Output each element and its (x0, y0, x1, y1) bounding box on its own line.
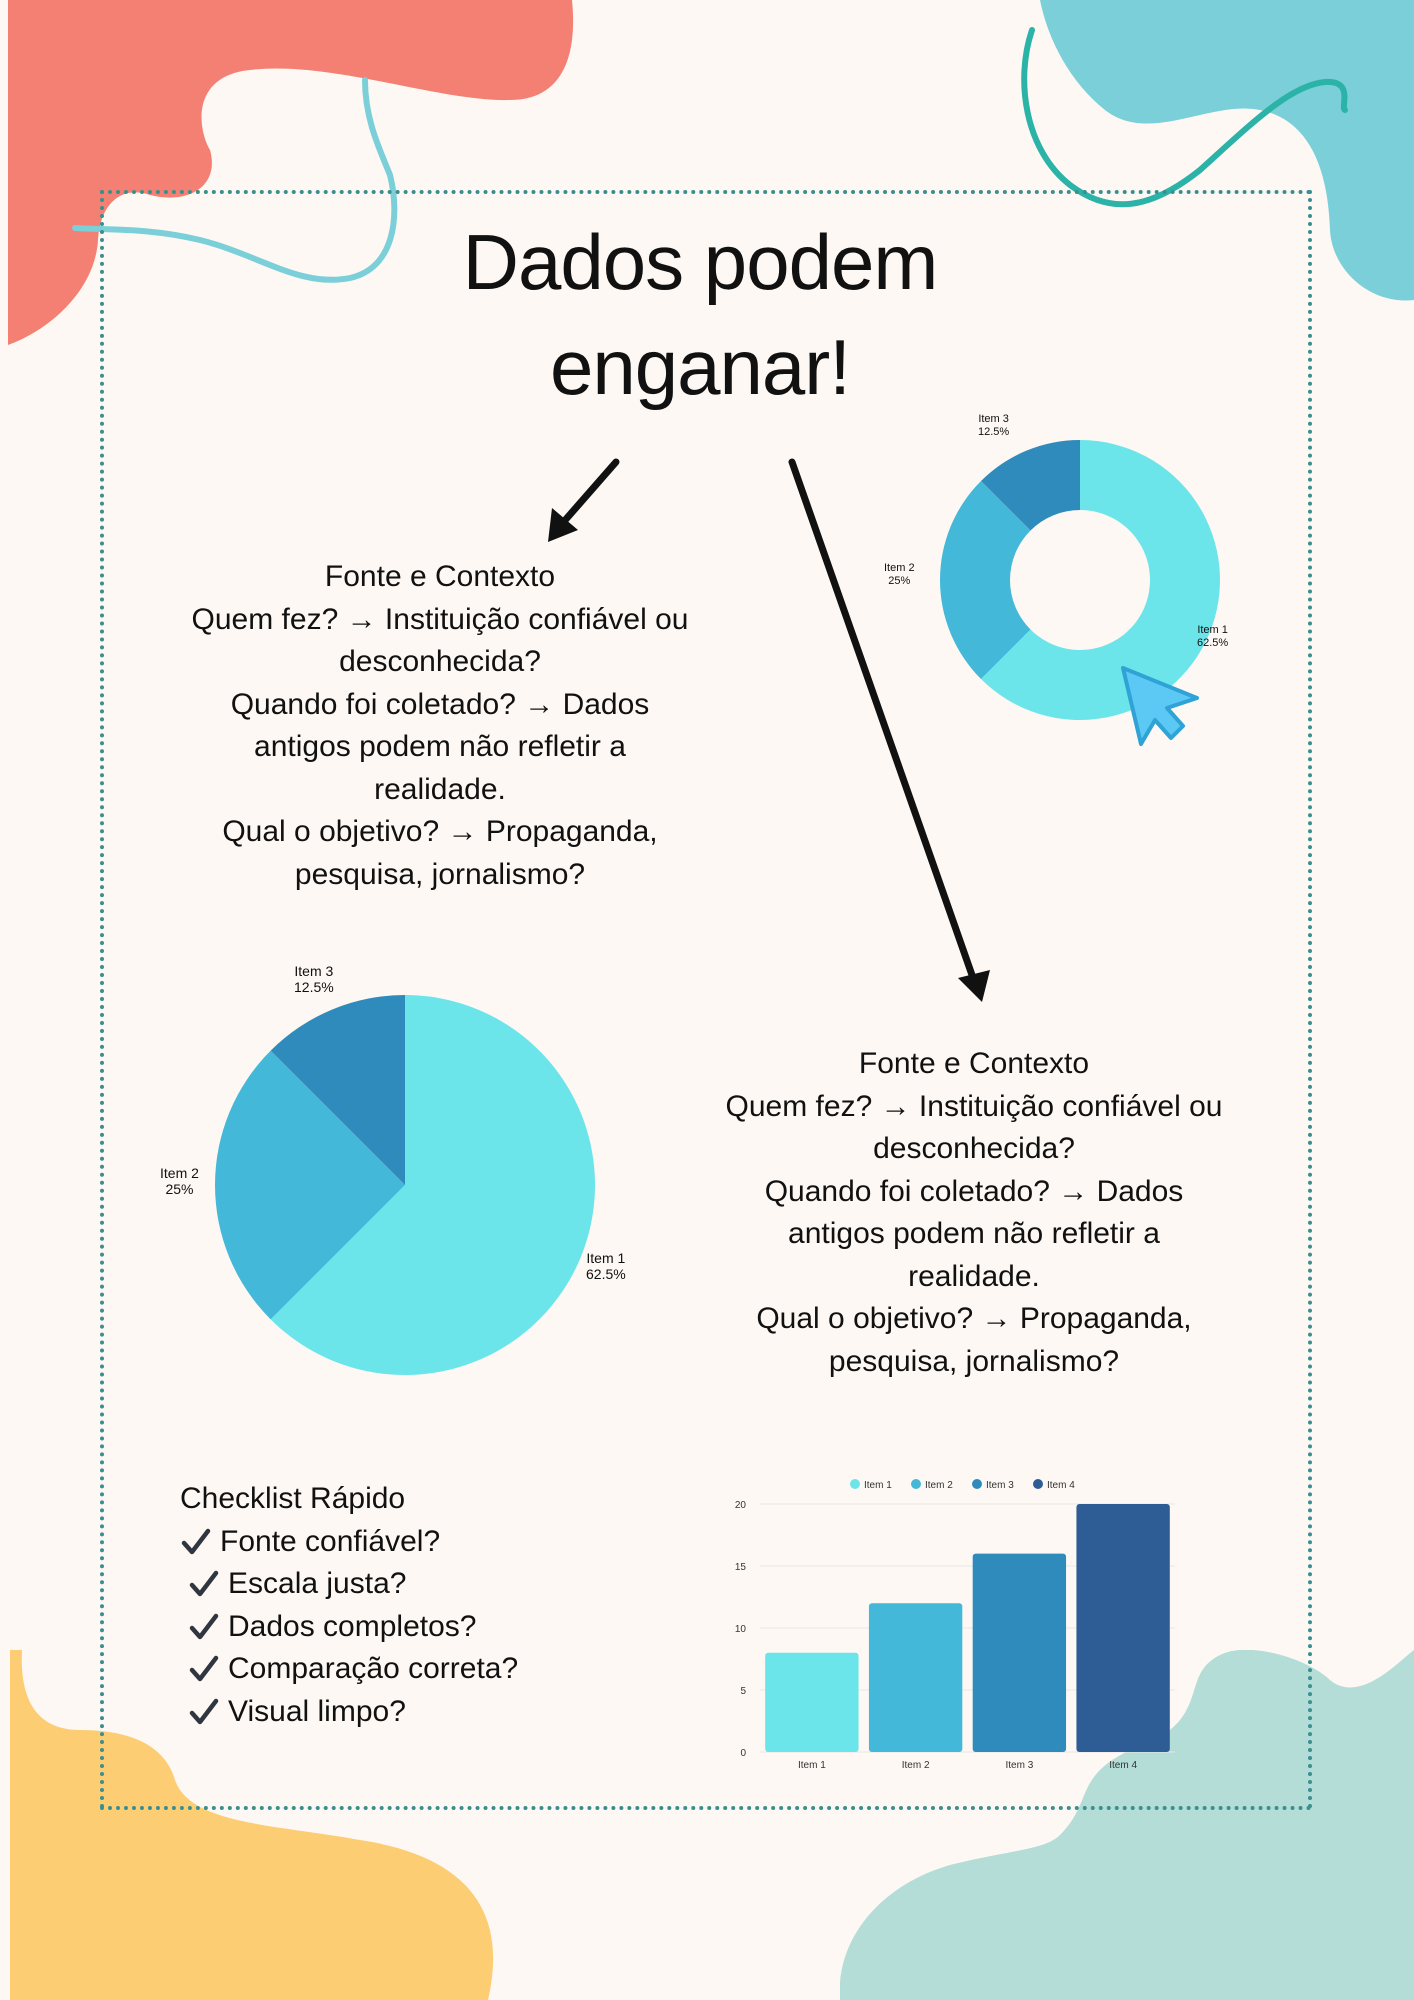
checklist-item: Fonte confiável? (180, 1521, 518, 1564)
info-heading: Fonte e Contexto (324, 560, 556, 593)
legend-label: Item 4 (1047, 1480, 1075, 1491)
dotted-frame (100, 190, 1312, 1810)
page-title: Dados podem enganar! (380, 210, 1020, 420)
checklist-item: Comparação correta? (180, 1648, 518, 1691)
checklist: Checklist Rápido Fonte confiável? Escala… (180, 1478, 518, 1733)
pie-slice-1 (270, 995, 595, 1375)
info-line: pesquisa, jornalismo? (294, 857, 586, 891)
pie-slice-2 (215, 1050, 405, 1320)
x-tick-label: Item 4 (1109, 1760, 1137, 1771)
info-line: desconhecida? (339, 645, 541, 678)
checklist-item: Escala justa? (180, 1563, 518, 1606)
checkmark-icon (189, 1571, 219, 1597)
legend-swatch (911, 1479, 921, 1489)
legend-label: Item 1 (864, 1480, 892, 1491)
x-tick-label: Item 3 (1005, 1760, 1033, 1771)
donut-slice-2 (940, 481, 1031, 679)
mint-blob (840, 1650, 1414, 2000)
checkmark-icon (181, 1528, 211, 1554)
info-line: realidade. (908, 1259, 1040, 1293)
pie-slice-3 (270, 995, 405, 1185)
pie-chart (215, 995, 595, 1375)
info-line: desconhecida? (873, 1132, 1075, 1165)
pie-label-item3: Item 3 12.5% (294, 963, 334, 995)
donut-slice-1 (981, 440, 1220, 720)
coral-blob-line (72, 77, 398, 283)
donut-label-item2: Item 2 25% (884, 562, 915, 587)
teal-blob (1040, 0, 1414, 301)
info-line: Qual o objetivo? → Propaganda, (222, 815, 658, 848)
cursor-icon (1121, 666, 1199, 746)
checkmark-icon (189, 1698, 219, 1724)
bar (972, 1553, 1067, 1752)
title-line-1: Dados podem (462, 218, 939, 306)
info-block-right: Fonte e Contexto Quem fez? → Instituição… (694, 1043, 1254, 1383)
legend-swatch (850, 1479, 860, 1489)
info-line: antigos podem não refletir a (254, 730, 626, 763)
arrow-left (548, 458, 620, 542)
y-tick-label: 0 (740, 1748, 746, 1759)
legend-label: Item 3 (986, 1480, 1014, 1491)
info-line: pesquisa, jornalismo? (828, 1344, 1120, 1378)
checkmark-icon (189, 1613, 219, 1639)
x-tick-label: Item 1 (798, 1760, 826, 1771)
checklist-item: Dados completos? (180, 1606, 518, 1649)
legend-item: Item 2 (911, 1479, 953, 1491)
bar-chart: Item 1 Item 2 Item 3 Item 4 0 5 10 15 20 Item 1 It… (735, 1479, 1175, 1771)
legend-swatch (1033, 1479, 1043, 1489)
legend-item: Item 3 (972, 1479, 1014, 1491)
legend-label: Item 2 (925, 1480, 953, 1491)
info-line: Qual o objetivo? → Propaganda, (756, 1302, 1192, 1335)
y-tick-label: 10 (735, 1624, 747, 1635)
bar (1076, 1504, 1170, 1752)
y-tick-label: 5 (740, 1686, 746, 1697)
info-line: Quando foi coletado? → Dados (230, 687, 650, 721)
teal-blob-line (1021, 27, 1348, 208)
info-line: realidade. (374, 772, 506, 806)
info-heading: Fonte e Contexto (858, 1047, 1090, 1080)
info-line: antigos podem não refletir a (788, 1217, 1160, 1250)
legend-item: Item 1 (850, 1479, 892, 1491)
pie-label-item2: Item 2 25% (160, 1165, 199, 1197)
donut-slice-3 (981, 440, 1080, 531)
coral-blob (8, 0, 574, 345)
info-line: Quando foi coletado? → Dados (764, 1174, 1184, 1208)
legend-item: Item 4 (1033, 1479, 1075, 1491)
y-tick-label: 20 (735, 1500, 747, 1511)
info-line: Quem fez? → Instituição confiável ou (725, 1089, 1223, 1123)
info-line: Quem fez? → Instituição confiável ou (191, 602, 689, 636)
donut-chart (940, 440, 1220, 720)
legend-swatch (972, 1479, 982, 1489)
arrow-right (788, 458, 990, 1002)
bar (765, 1652, 859, 1752)
donut-label-item1: Item 1 62.5% (1197, 624, 1229, 649)
title-line-2: enganar! (550, 323, 851, 411)
info-block-left: Fonte e Contexto Quem fez? → Instituição… (160, 556, 720, 896)
checklist-item: Visual limpo? (180, 1691, 518, 1734)
checklist-title: Checklist Rápido (180, 1482, 406, 1515)
pie-label-item1: Item 1 62.5% (586, 1250, 626, 1282)
yellow-blob (10, 1650, 494, 2000)
x-tick-label: Item 2 (902, 1760, 930, 1771)
checkmark-icon (189, 1656, 219, 1682)
bar (868, 1603, 963, 1752)
donut-label-item3: Item 3 12.5% (978, 413, 1010, 438)
y-tick-label: 15 (735, 1562, 747, 1573)
